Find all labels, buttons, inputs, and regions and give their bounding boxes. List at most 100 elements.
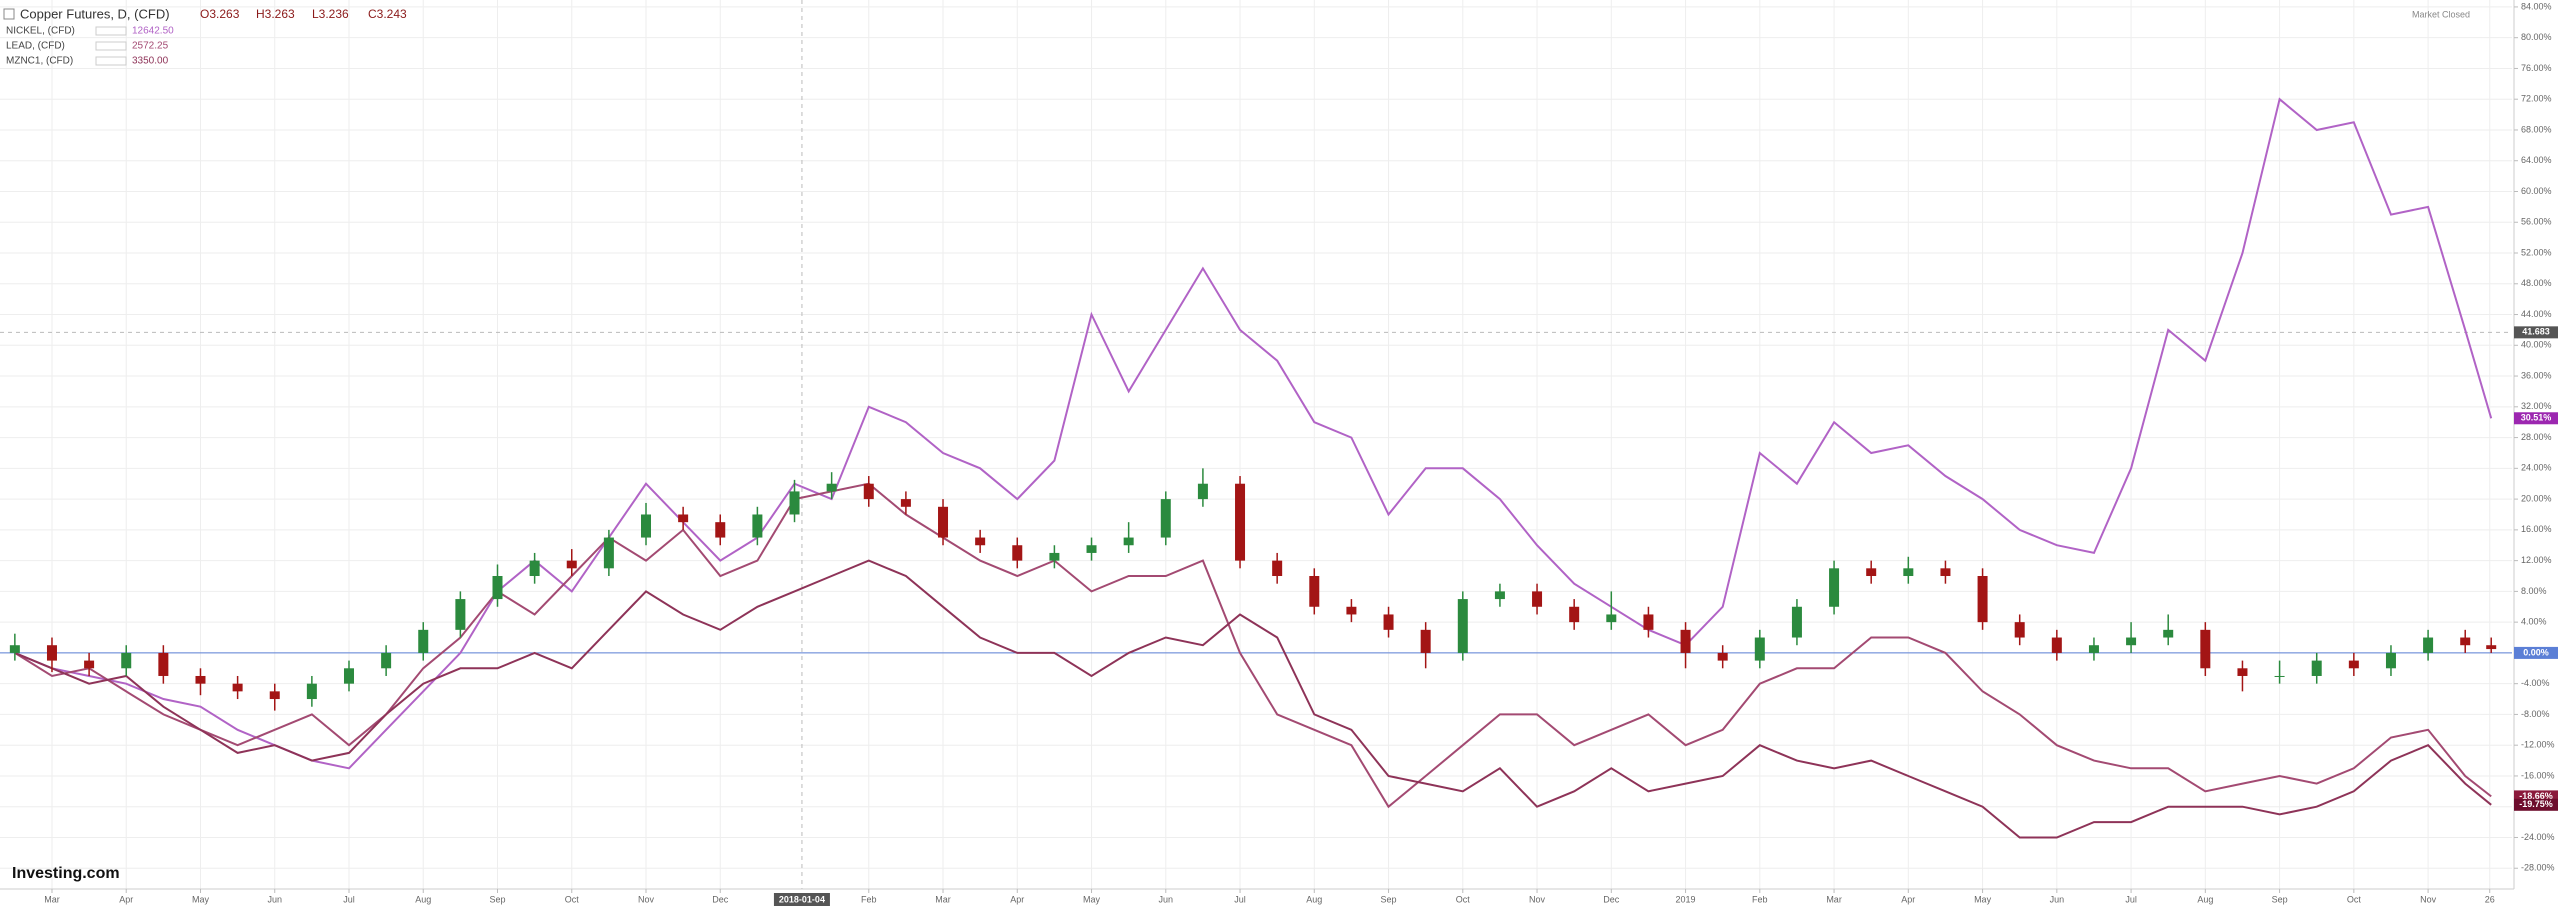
candle-body [1717, 652, 1728, 661]
candle-body [2348, 660, 2359, 669]
x-tick-label: Nov [2420, 894, 2437, 904]
candle-body [715, 522, 726, 538]
crosshair-y-label: 41.683 [2522, 327, 2550, 337]
x-tick-label: Aug [2197, 894, 2213, 904]
candle-body [2274, 675, 2285, 677]
legend-name: MZNC1, (CFD) [6, 56, 73, 67]
y-tick-label: 84.00% [2521, 1, 2552, 11]
candle-body [975, 537, 986, 546]
legend-icon [95, 41, 127, 51]
candle-body [2200, 629, 2211, 669]
candle-body [1197, 483, 1208, 500]
x-tick-label: Feb [861, 894, 877, 904]
candle-body [900, 499, 911, 507]
y-tick-label: 24.00% [2521, 463, 2552, 473]
y-tick-label: -12.00% [2521, 740, 2555, 750]
x-tick-label: Apr [1901, 894, 1915, 904]
x-tick-label: Apr [1010, 894, 1024, 904]
y-tick-label: 60.00% [2521, 186, 2552, 196]
candle-body [1643, 614, 1654, 630]
candle-body [1606, 614, 1617, 623]
candle-body [418, 629, 429, 653]
series-line [14, 482, 2492, 809]
candle-body [603, 537, 614, 569]
last-value-tag-bg [2514, 798, 2558, 811]
x-tick-label: Jun [1159, 894, 1174, 904]
price-tags: 41.683 0.00% 30.51% -18.66%-19.75% 2018-01-0… [773, 326, 2558, 906]
candle-body [455, 599, 466, 630]
x-tick-label: May [1974, 894, 1992, 904]
x-tick-label: Oct [2347, 894, 2362, 904]
x-tick-label: Jun [267, 894, 282, 904]
candle-body [863, 483, 874, 500]
candle-body [1346, 606, 1357, 615]
y-tick-label: 52.00% [2521, 247, 2552, 257]
legend-price: 12642.50 [132, 26, 174, 37]
x-tick-label: Oct [1456, 894, 1471, 904]
y-tick-label: 36.00% [2521, 370, 2552, 380]
baseline-label-bg [2514, 646, 2558, 659]
y-tick-label: 76.00% [2521, 63, 2552, 73]
last-value-tag: -19.75% [2519, 799, 2553, 809]
axes: -28.00%-24.00%-20.00%-16.00%-12.00%-8.00… [44, 1, 2554, 904]
candle-body [2385, 652, 2396, 669]
candle-body [158, 652, 169, 676]
y-tick-label: 16.00% [2521, 524, 2552, 534]
candle-body [2486, 645, 2497, 650]
candle-body [1977, 576, 1988, 623]
x-tick-label: Jul [2125, 894, 2137, 904]
legend-price: 2572.25 [132, 41, 169, 52]
y-tick-label: 56.00% [2521, 217, 2552, 227]
series-line [14, 97, 2493, 770]
candle-body [492, 576, 503, 600]
legend: O3.263 H3.263 L3.236 C3.243 NICKEL, (CFD) 126… [6, 7, 407, 66]
x-tick-label: Dec [1603, 894, 1620, 904]
candle-body [1012, 545, 1023, 561]
y-tick-label: 20.00% [2521, 493, 2552, 503]
candle-body [306, 683, 317, 700]
legend-name: LEAD, (CFD) [6, 41, 65, 52]
candle-body [2460, 637, 2471, 646]
candle-body [1420, 629, 1431, 653]
x-tick-label: Aug [415, 894, 431, 904]
x-tick-label: 2019 [1676, 894, 1696, 904]
x-tick-label: Sep [489, 894, 505, 904]
grid [0, 0, 2512, 889]
candle-body [1383, 614, 1394, 630]
crosshair-x-label: 2018-01-04 [779, 894, 825, 904]
candle-body [529, 560, 540, 577]
candle-body [1123, 537, 1134, 546]
x-tick-label: Aug [1306, 894, 1322, 904]
candle-body [2088, 645, 2099, 653]
candle-body [1457, 599, 1468, 653]
candle-body [195, 675, 206, 684]
candle-body [938, 506, 949, 538]
candle-body [84, 660, 95, 669]
y-tick-label: 28.00% [2521, 432, 2552, 442]
y-tick-label: 4.00% [2521, 617, 2547, 627]
x-tick-label: Jul [343, 894, 355, 904]
candle-body [641, 514, 652, 538]
collapse-icon[interactable] [3, 8, 15, 20]
candle-body [2051, 637, 2062, 653]
x-tick-label: Mar [935, 894, 951, 904]
candle-body [752, 514, 763, 538]
candle-body [566, 560, 577, 569]
candle-body [343, 668, 354, 684]
candle-body [269, 691, 280, 700]
x-tick-label: May [192, 894, 210, 904]
x-tick-label: Sep [2272, 894, 2288, 904]
last-value-tag: -18.66% [2519, 791, 2553, 801]
y-tick-label: -16.00% [2521, 770, 2555, 780]
candle-body [1940, 568, 1951, 577]
legend-name: NICKEL, (CFD) [6, 26, 75, 37]
ohlc-label: O3.263 [200, 7, 240, 21]
crosshair-y-label-bg [2514, 326, 2558, 339]
candle-body [9, 645, 20, 653]
candle-body [381, 652, 392, 669]
candle-body [2126, 637, 2137, 646]
y-tick-label: 44.00% [2521, 309, 2552, 319]
candle-body [2014, 622, 2025, 638]
